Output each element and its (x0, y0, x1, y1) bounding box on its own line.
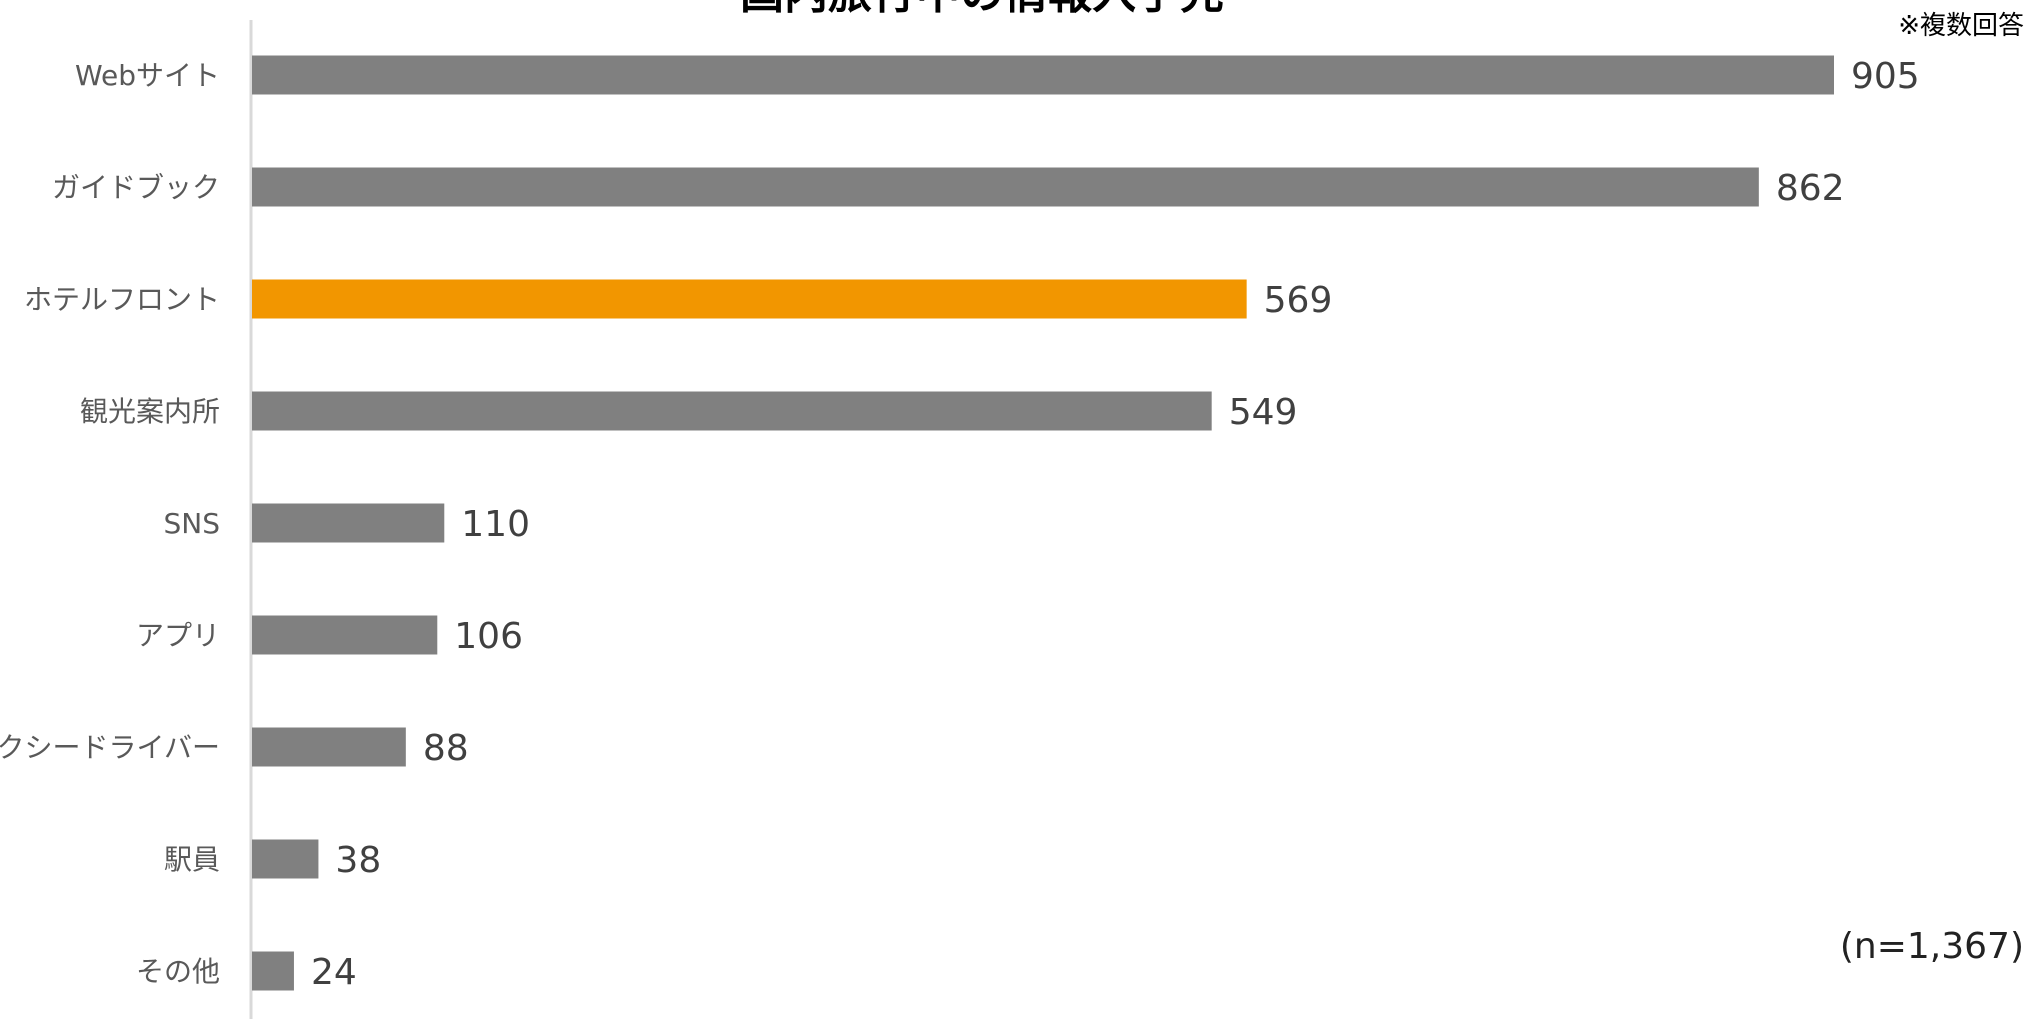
bar (252, 727, 406, 767)
category-label: タクシードライバー (0, 731, 220, 764)
category-label: 観光案内所 (80, 395, 220, 428)
category-label: ガイドブック (52, 171, 220, 204)
value-label: 549 (1229, 392, 1298, 433)
value-label: 905 (1851, 56, 1920, 97)
category-label: ホテルフロント (24, 283, 220, 316)
category-label: Webサイト (75, 59, 220, 92)
multiple-answer-note: ※複数回答 (1898, 11, 2024, 41)
category-label: アプリ (136, 619, 220, 652)
value-label: 110 (461, 504, 530, 545)
value-label: 569 (1264, 280, 1333, 321)
bar (252, 839, 319, 879)
bar (252, 503, 445, 543)
bar (252, 167, 1759, 207)
bar (252, 391, 1212, 431)
category-label: その他 (136, 955, 220, 988)
bar (252, 951, 294, 991)
bar (252, 279, 1247, 319)
category-label: SNS (164, 507, 221, 540)
chart-title: 国内旅行中の情報入手先 (740, 0, 1224, 16)
bar (252, 615, 438, 655)
value-label: 24 (311, 952, 357, 993)
value-label: 106 (454, 616, 523, 657)
value-label: 88 (423, 728, 469, 769)
bar (252, 55, 1834, 95)
value-label: 38 (335, 840, 381, 881)
category-label: 駅員 (164, 843, 220, 876)
sample-size-label: (n=1,367) (1839, 926, 2024, 967)
value-label: 862 (1776, 168, 1845, 209)
